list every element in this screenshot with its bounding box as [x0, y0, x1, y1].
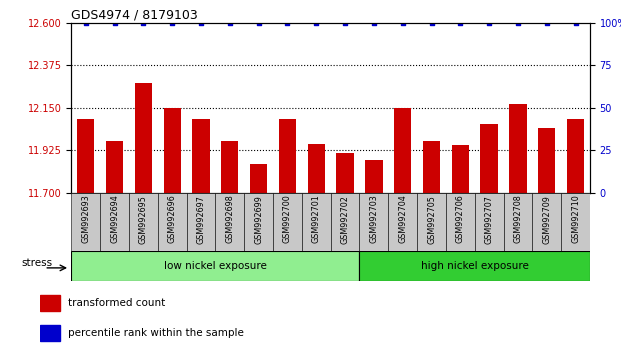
Text: GSM992694: GSM992694	[110, 195, 119, 244]
Bar	[337, 153, 354, 193]
Bar	[394, 108, 411, 193]
Text: GSM992701: GSM992701	[312, 195, 321, 244]
Bar	[106, 141, 123, 193]
Point	[225, 20, 235, 26]
Point	[397, 20, 407, 26]
Bar	[532, 193, 561, 251]
Bar	[158, 193, 187, 251]
Bar	[474, 193, 504, 251]
Text: GSM992696: GSM992696	[168, 195, 177, 244]
Text: GSM992693: GSM992693	[81, 195, 90, 244]
Bar	[40, 325, 60, 341]
Point	[167, 20, 177, 26]
Text: GSM992710: GSM992710	[571, 195, 580, 244]
Text: GSM992707: GSM992707	[484, 195, 494, 244]
Bar	[388, 193, 417, 251]
Bar	[360, 193, 388, 251]
Point	[311, 20, 321, 26]
Point	[340, 20, 350, 26]
Bar	[71, 251, 360, 281]
Text: GSM992697: GSM992697	[197, 195, 206, 244]
Bar	[365, 160, 383, 193]
Bar	[538, 128, 555, 193]
Point	[542, 20, 551, 26]
Text: GSM992704: GSM992704	[398, 195, 407, 244]
Point	[138, 20, 148, 26]
Text: GSM992699: GSM992699	[254, 195, 263, 244]
Bar	[561, 193, 590, 251]
Bar	[417, 193, 446, 251]
Text: GSM992695: GSM992695	[139, 195, 148, 244]
Bar	[193, 119, 210, 193]
Text: GSM992706: GSM992706	[456, 195, 465, 244]
Bar	[187, 193, 215, 251]
Point	[369, 20, 379, 26]
Point	[455, 20, 465, 26]
Text: stress: stress	[21, 258, 53, 268]
Bar	[446, 193, 474, 251]
Bar	[215, 193, 244, 251]
Text: percentile rank within the sample: percentile rank within the sample	[68, 328, 243, 338]
Text: GSM992709: GSM992709	[542, 195, 551, 244]
Text: transformed count: transformed count	[68, 298, 165, 308]
Point	[571, 20, 581, 26]
Bar	[163, 108, 181, 193]
Bar	[250, 164, 267, 193]
Bar	[100, 193, 129, 251]
Bar	[330, 193, 360, 251]
Point	[196, 20, 206, 26]
Bar	[481, 124, 498, 193]
Text: GSM992702: GSM992702	[340, 195, 350, 244]
Bar	[273, 193, 302, 251]
Bar	[77, 119, 94, 193]
Bar	[279, 119, 296, 193]
Bar	[135, 84, 152, 193]
Point	[110, 20, 120, 26]
Point	[484, 20, 494, 26]
Text: GSM992698: GSM992698	[225, 195, 234, 244]
Bar	[504, 193, 532, 251]
Bar	[451, 145, 469, 193]
Bar	[244, 193, 273, 251]
Text: GSM992708: GSM992708	[514, 195, 522, 244]
Bar	[71, 193, 100, 251]
Text: GSM992705: GSM992705	[427, 195, 436, 244]
Point	[254, 20, 264, 26]
Bar	[40, 295, 60, 310]
Bar	[509, 104, 527, 193]
Text: GSM992700: GSM992700	[283, 195, 292, 244]
Bar	[302, 193, 330, 251]
Bar	[221, 141, 238, 193]
Text: high nickel exposure: high nickel exposure	[421, 261, 528, 272]
Bar	[567, 119, 584, 193]
Text: GSM992703: GSM992703	[369, 195, 378, 244]
Point	[283, 20, 292, 26]
Text: GDS4974 / 8179103: GDS4974 / 8179103	[71, 9, 198, 22]
Bar	[360, 251, 590, 281]
Point	[513, 20, 523, 26]
Bar	[129, 193, 158, 251]
Bar	[423, 141, 440, 193]
Point	[81, 20, 91, 26]
Bar	[307, 144, 325, 193]
Text: low nickel exposure: low nickel exposure	[164, 261, 267, 272]
Point	[427, 20, 437, 26]
